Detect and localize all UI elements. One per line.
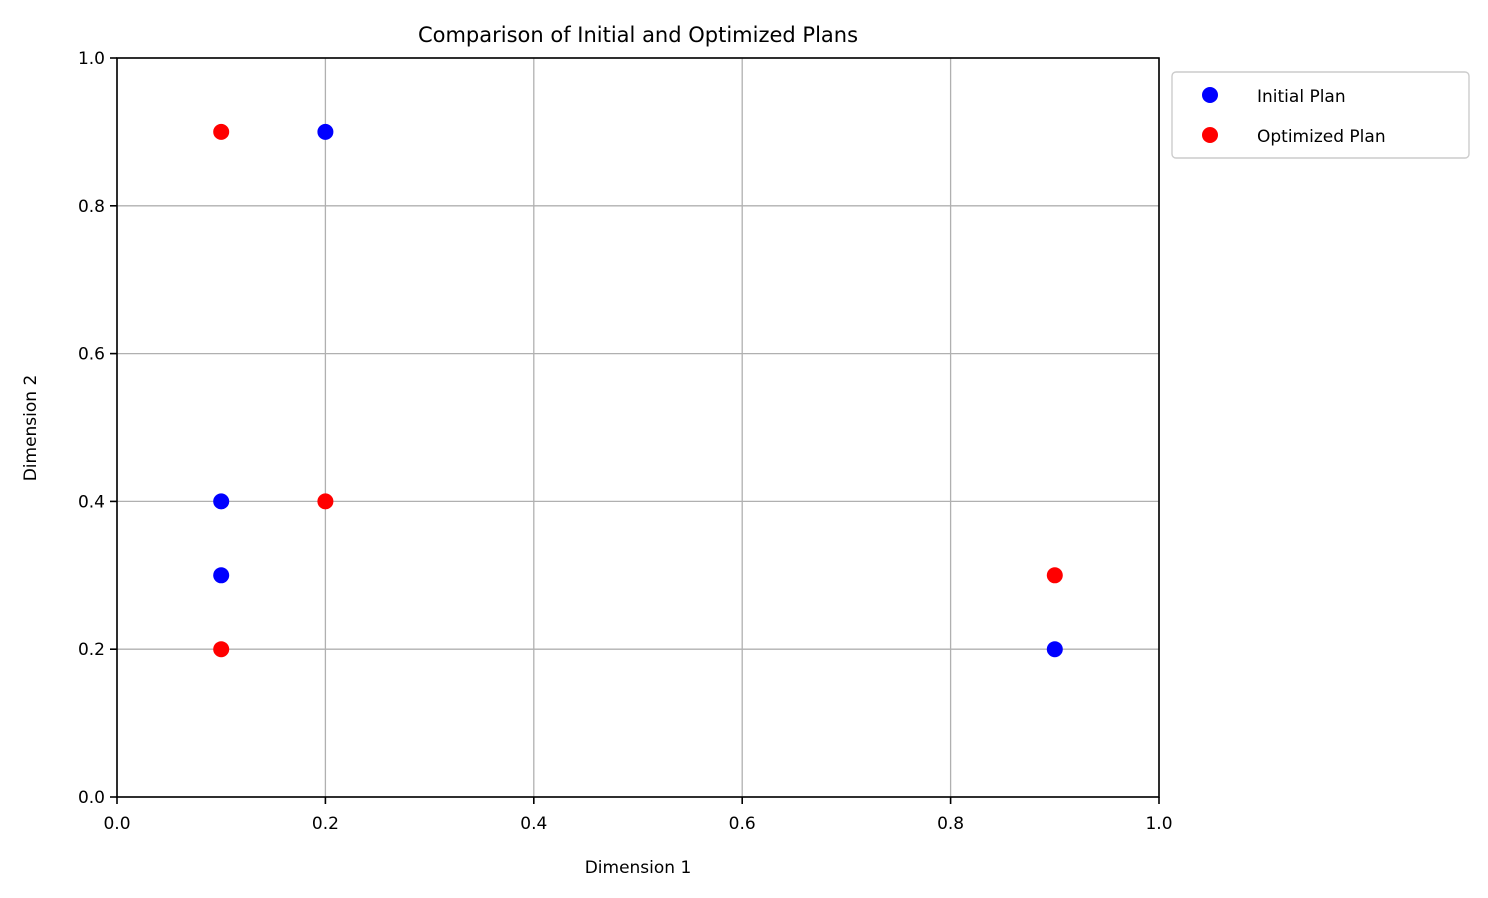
x-tick-label: 1.0 [1145, 814, 1172, 834]
y-axis-label: Dimension 2 [21, 375, 41, 482]
x-tick-label: 0.0 [103, 814, 130, 834]
point-optimized-plan [213, 641, 230, 658]
data-points [213, 123, 1063, 658]
y-tick-label: 0.6 [78, 345, 105, 365]
point-optimized-plan [317, 493, 334, 510]
y-tick-label: 0.2 [78, 640, 105, 660]
legend: Initial Plan Optimized Plan [1171, 71, 1470, 159]
legend-label-initial-plan: Initial Plan [1257, 87, 1346, 107]
point-initial-plan [213, 493, 230, 510]
y-tick-label: 0.4 [78, 492, 105, 512]
x-tick-label: 0.6 [729, 814, 756, 834]
x-tick-label: 0.2 [312, 814, 339, 834]
plot-area-frame [116, 57, 1160, 798]
axis-ticks: 0.0 0.2 0.4 0.6 0.8 1.0 0.0 0.2 0.4 0.6 0.8 1.0 [78, 49, 1173, 834]
x-tick-label: 0.8 [937, 814, 964, 834]
y-tick-label: 1.0 [78, 49, 105, 69]
legend-marker-initial-plan [1202, 87, 1218, 103]
point-initial-plan [213, 567, 230, 584]
y-tick-label: 0.8 [78, 197, 105, 217]
point-optimized-plan [213, 123, 230, 140]
y-tick-label: 0.0 [78, 788, 105, 808]
x-axis-label: Dimension 1 [585, 858, 692, 878]
x-tick-label: 0.4 [520, 814, 547, 834]
grid-lines [116, 57, 1160, 798]
point-initial-plan [1046, 641, 1063, 658]
legend-marker-optimized-plan [1202, 127, 1218, 143]
point-initial-plan [317, 123, 334, 140]
legend-label-optimized-plan: Optimized Plan [1257, 127, 1386, 147]
point-optimized-plan [1046, 567, 1063, 584]
legend-box [1171, 71, 1470, 159]
chart-title: Comparison of Initial and Optimized Plan… [418, 23, 858, 47]
